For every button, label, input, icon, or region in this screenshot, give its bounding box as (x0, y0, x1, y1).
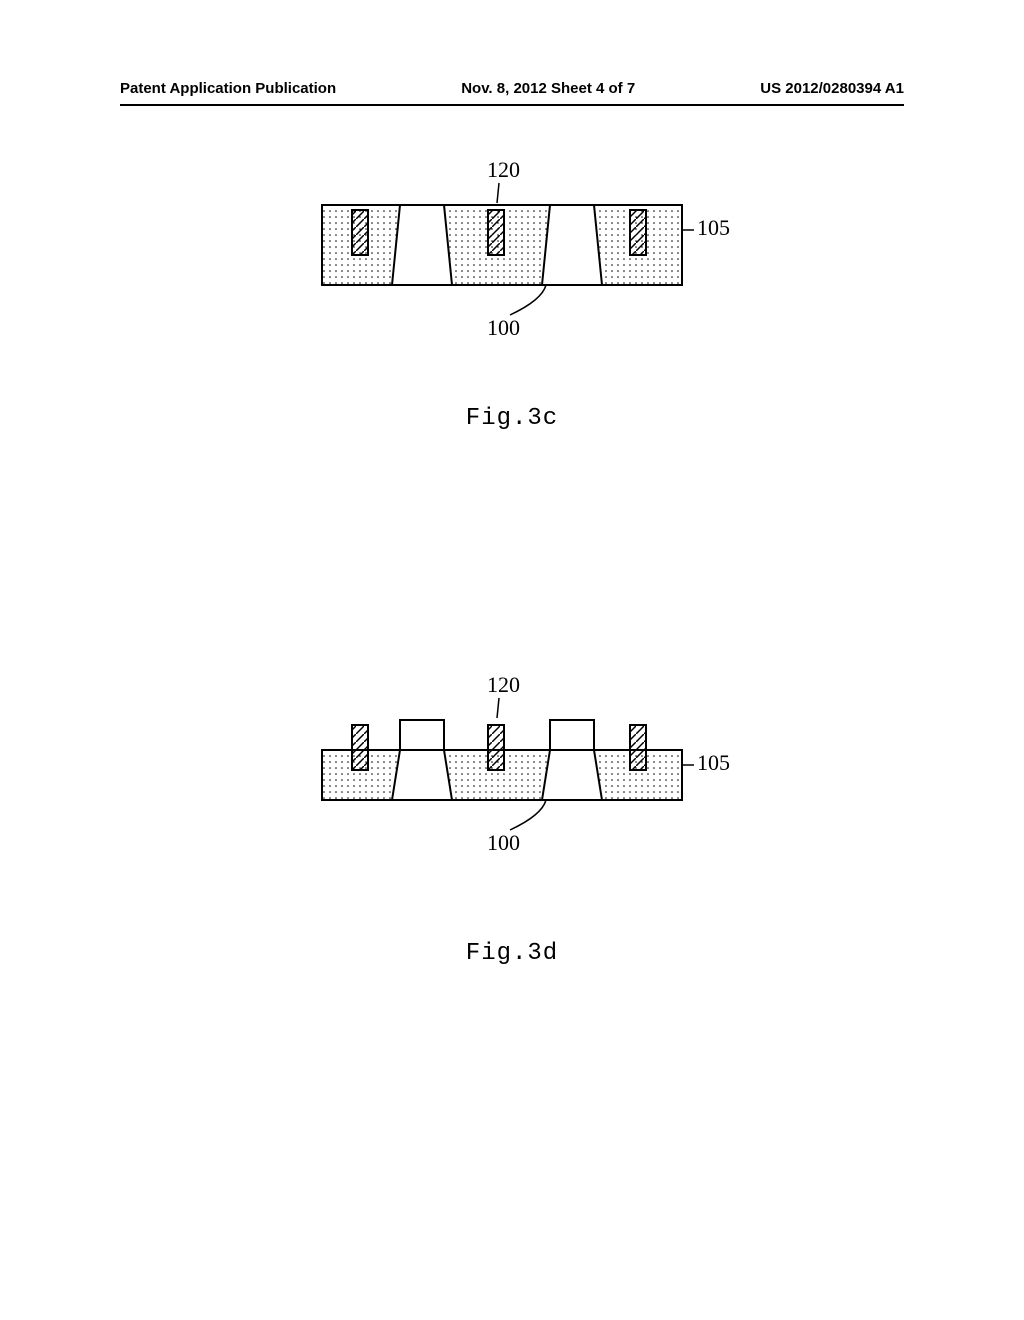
header-left: Patent Application Publication (120, 80, 336, 97)
label-120: 120 (487, 157, 520, 182)
figure-3d: 120 105 100 (292, 670, 732, 930)
label-100: 100 (487, 315, 520, 340)
figure-3c-caption: Fig.3c (466, 405, 558, 432)
label-100: 100 (487, 830, 520, 855)
figure-3c: 120 105 100 (292, 155, 732, 415)
label-105: 105 (697, 750, 730, 775)
label-120: 120 (487, 672, 520, 697)
header-rule (120, 104, 904, 106)
figure-3d-caption: Fig.3d (466, 940, 558, 967)
header-right: US 2012/0280394 A1 (760, 80, 904, 97)
label-105: 105 (697, 215, 730, 240)
header-center: Nov. 8, 2012 Sheet 4 of 7 (461, 80, 635, 97)
page-header: Patent Application Publication Nov. 8, 2… (0, 80, 1024, 97)
